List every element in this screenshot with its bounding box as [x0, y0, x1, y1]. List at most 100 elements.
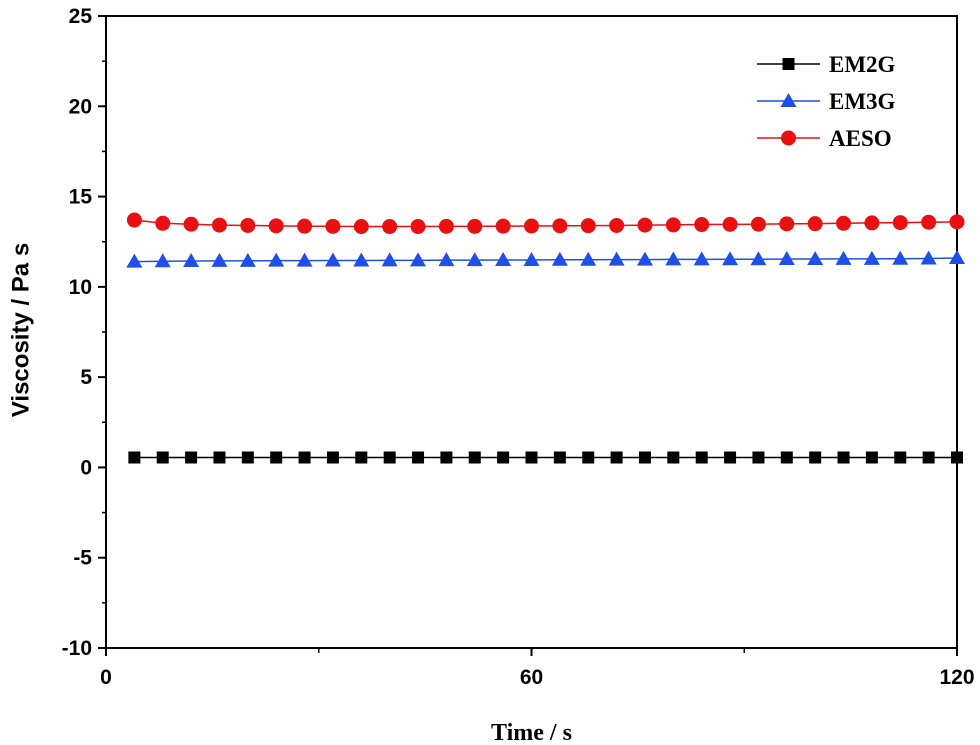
legend: EM2G EM3G AESO	[757, 52, 896, 151]
data-point	[892, 250, 909, 265]
y-tick-label: -5	[73, 547, 92, 570]
data-point	[722, 251, 739, 266]
data-point	[551, 251, 568, 266]
data-point	[836, 215, 852, 231]
data-point	[440, 451, 453, 464]
data-point	[326, 451, 339, 464]
data-point	[324, 252, 341, 267]
data-point	[241, 451, 254, 464]
series-em3g	[126, 249, 965, 268]
axes: -10 -5 0 5 10 15 20 25 0 60 120	[62, 5, 975, 689]
data-point	[325, 218, 341, 234]
data-point	[951, 451, 963, 464]
series-aeso	[126, 212, 965, 235]
data-point	[268, 252, 285, 267]
data-point	[211, 217, 227, 233]
data-point	[410, 252, 427, 267]
legend-label: AESO	[829, 126, 892, 151]
y-tick-label: 15	[69, 186, 93, 209]
data-point	[240, 217, 256, 233]
data-point	[865, 451, 878, 464]
legend-label: EM3G	[829, 89, 896, 114]
legend-item: AESO	[757, 126, 892, 151]
data-point	[724, 451, 737, 464]
data-point	[381, 252, 398, 267]
data-point	[779, 216, 795, 232]
data-point	[694, 217, 710, 233]
data-point	[239, 252, 256, 267]
legend-item: EM3G	[757, 89, 896, 114]
data-point	[524, 218, 539, 234]
data-point	[665, 251, 682, 266]
y-tick-label: 5	[80, 366, 92, 389]
x-tick-label: 120	[939, 666, 974, 689]
y-tick-label: 20	[69, 95, 92, 118]
legend-label: EM2G	[829, 52, 896, 77]
data-point	[693, 251, 710, 266]
series-line	[134, 219, 958, 228]
x-tick-label: 60	[520, 666, 543, 689]
data-point	[185, 451, 198, 464]
data-point	[750, 251, 767, 266]
data-point	[382, 219, 398, 235]
data-point	[949, 249, 965, 264]
y-tick-label: 0	[80, 456, 92, 479]
data-point	[552, 218, 568, 234]
data-point	[665, 217, 681, 233]
y-tick-label: -10	[62, 637, 92, 660]
data-point	[183, 216, 199, 232]
data-point	[637, 217, 653, 233]
x-axis-title: Time / s	[491, 720, 572, 745]
data-point	[921, 214, 937, 230]
data-point	[922, 451, 935, 464]
data-point	[894, 451, 907, 464]
data-point	[468, 451, 481, 464]
data-point	[383, 451, 396, 464]
data-point	[211, 252, 228, 267]
data-point	[353, 252, 370, 267]
data-point	[580, 251, 597, 266]
data-point	[128, 451, 141, 464]
data-point	[355, 451, 368, 464]
data-point	[780, 451, 793, 464]
series-line	[134, 257, 958, 263]
data-point	[892, 215, 908, 231]
data-point	[438, 252, 455, 267]
data-point	[949, 214, 965, 230]
data-point	[638, 451, 651, 464]
data-point	[497, 451, 510, 464]
data-point	[778, 251, 795, 266]
data-point	[438, 218, 454, 234]
legend-marker	[782, 58, 795, 70]
data-point	[608, 251, 625, 266]
data-point	[126, 253, 143, 268]
data-point	[610, 451, 623, 464]
data-point	[297, 218, 313, 234]
y-tick-label: 10	[69, 276, 92, 299]
legend-item: EM2G	[757, 52, 896, 77]
data-point	[864, 215, 880, 231]
data-point	[807, 216, 823, 232]
data-point	[920, 250, 937, 265]
legend-marker	[781, 130, 796, 146]
data-point	[695, 451, 708, 464]
y-axis-title: Viscosity / Pa s	[7, 243, 34, 417]
data-point	[466, 252, 483, 267]
data-point	[495, 251, 512, 266]
data-point	[863, 250, 880, 265]
data-point	[525, 451, 538, 464]
data-point	[270, 451, 283, 464]
data-point	[154, 253, 171, 268]
series-em2g	[128, 451, 963, 464]
data-point	[410, 219, 426, 235]
data-point	[752, 451, 765, 464]
data-point	[750, 216, 766, 232]
data-point	[268, 218, 284, 234]
data-point	[298, 451, 311, 464]
data-point	[609, 217, 625, 233]
data-point	[807, 251, 824, 266]
data-point	[523, 251, 540, 266]
data-point	[809, 451, 822, 464]
data-point	[722, 216, 738, 232]
